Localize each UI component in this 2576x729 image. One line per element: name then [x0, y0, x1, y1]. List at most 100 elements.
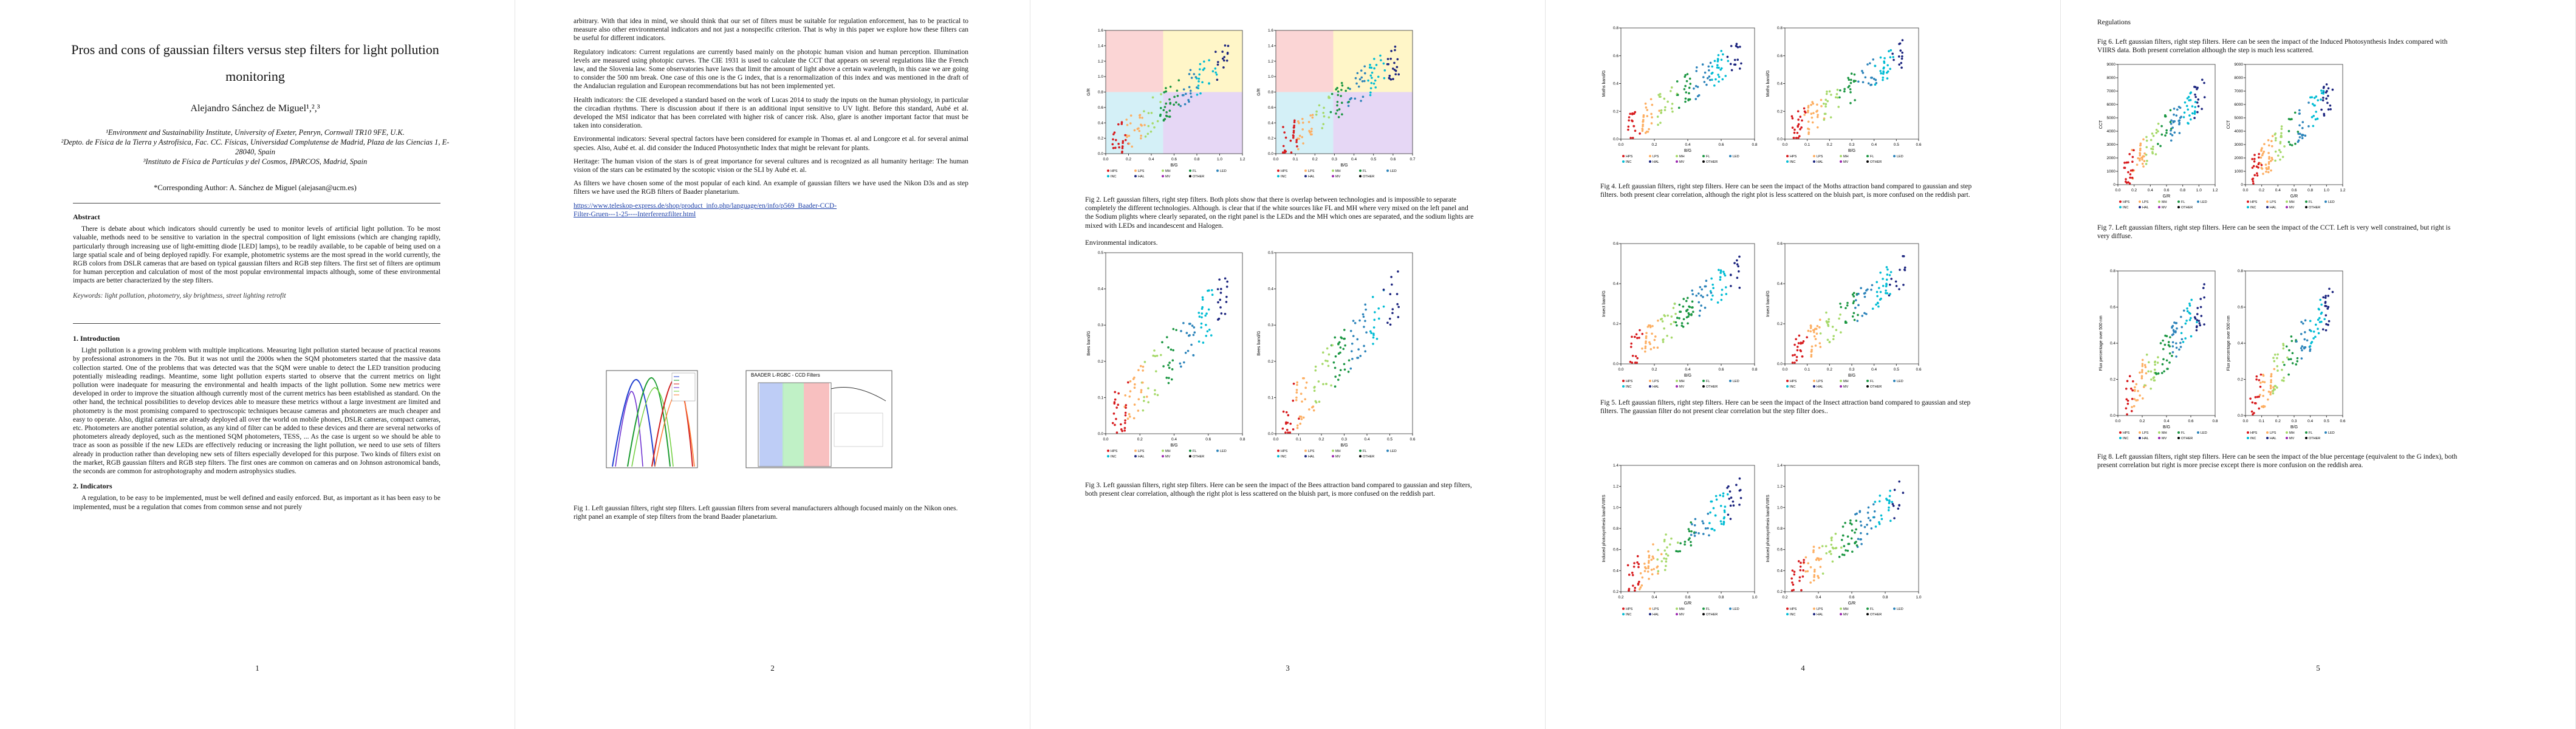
data-point: [2315, 95, 2318, 98]
data-point: [1639, 586, 1642, 589]
data-point: [1175, 101, 1177, 104]
data-point: [1886, 64, 1889, 67]
data-point: [1188, 86, 1191, 89]
x-tick-label: 0.0: [1618, 143, 1623, 147]
data-point: [2262, 173, 2264, 175]
data-point: [1835, 329, 1838, 331]
data-point: [1360, 76, 1363, 79]
data-point: [2276, 365, 2279, 368]
data-point: [2146, 160, 2148, 162]
data-point: [1843, 545, 1846, 547]
data-point: [2165, 131, 2168, 134]
data-point: [1688, 537, 1691, 539]
data-point: [1636, 361, 1639, 364]
data-point: [1310, 133, 1313, 136]
data-point: [2150, 378, 2153, 381]
data-point: [1804, 111, 1807, 114]
x-tick-label: 0.5: [2324, 419, 2329, 423]
data-point: [1115, 431, 1118, 434]
data-point: [1117, 403, 1120, 406]
legend-marker: [1786, 385, 1789, 388]
data-point: [1124, 419, 1126, 422]
data-point: [1184, 103, 1187, 106]
legend-marker: [1189, 175, 1191, 177]
legend-label: MV: [1679, 385, 1685, 389]
data-point: [2134, 389, 2136, 391]
legend-label: MH: [1679, 155, 1685, 159]
data-point: [1682, 326, 1685, 328]
data-point: [1362, 313, 1365, 316]
data-point: [1636, 337, 1639, 340]
data-point: [2153, 379, 2156, 382]
data-point: [2287, 141, 2290, 143]
data-point: [1818, 342, 1821, 344]
data-point: [1347, 87, 1349, 89]
legend-marker: [1840, 155, 1842, 157]
data-point: [1863, 295, 1866, 298]
data-point: [1111, 422, 1114, 425]
data-point: [1899, 269, 1901, 271]
data-point: [1396, 303, 1399, 306]
data-point: [2154, 361, 2156, 363]
legend-marker: [1332, 169, 1334, 172]
y-tick-label: 8000: [2235, 76, 2244, 80]
x-axis-label: B/G: [1340, 163, 1348, 168]
data-point: [1739, 46, 1741, 48]
data-point: [2189, 312, 2191, 315]
legend-label: INC: [1626, 385, 1632, 389]
data-point: [1902, 255, 1904, 258]
legend-marker: [1729, 155, 1732, 157]
data-point: [1903, 269, 1906, 271]
data-point: [2187, 108, 2190, 111]
data-point: [1855, 544, 1858, 547]
data-point: [1888, 506, 1890, 509]
legend-marker: [2177, 431, 2180, 434]
data-point: [2141, 358, 2144, 361]
data-point: [1862, 81, 1865, 84]
data-point: [1200, 322, 1203, 325]
data-point: [2285, 345, 2288, 348]
data-point: [1845, 549, 1847, 552]
legend-label: MV: [1165, 455, 1171, 459]
data-point: [1281, 427, 1284, 430]
data-point: [2265, 170, 2267, 173]
data-point: [2126, 402, 2129, 405]
data-point: [1701, 63, 1704, 66]
data-point: [1858, 510, 1862, 513]
data-point: [2145, 372, 2148, 375]
x-axis-label: B/G: [1848, 149, 1855, 153]
data-point: [1222, 59, 1225, 62]
data-point: [1289, 422, 1292, 425]
data-point: [1825, 552, 1828, 555]
legend-marker: [1162, 450, 1164, 452]
y-tick-label: 0.2: [1777, 322, 1783, 326]
data-point: [1859, 520, 1862, 523]
data-point: [2202, 287, 2205, 289]
legend-label: HPS: [1111, 169, 1118, 173]
data-point: [1714, 78, 1717, 81]
data-point: [1791, 117, 1794, 120]
data-point: [2298, 109, 2301, 112]
data-point: [1354, 77, 1357, 80]
data-point: [2252, 180, 2255, 183]
data-point: [1211, 293, 1214, 296]
x-tick-label: 0.8: [1718, 595, 1724, 600]
data-point: [1736, 276, 1739, 279]
filter-link[interactable]: https://www.teleskop-express.de/shop/pro…: [574, 202, 837, 218]
y-tick-label: 0.8: [1777, 26, 1783, 30]
data-point: [1124, 394, 1127, 397]
legend-label: MH: [1843, 155, 1849, 159]
legend-marker: [1702, 380, 1705, 382]
legend-label: MH: [1335, 169, 1341, 173]
data-point: [2190, 298, 2193, 301]
y-tick-label: 7000: [2235, 89, 2244, 94]
data-point: [1197, 340, 1201, 343]
data-point: [1854, 99, 1856, 101]
data-point: [1193, 326, 1196, 329]
data-point: [1352, 320, 1355, 322]
data-point: [2186, 97, 2189, 100]
data-point: [1899, 49, 1902, 52]
x-tick-label: 0.0: [1782, 368, 1787, 372]
data-point: [2312, 330, 2315, 333]
data-point: [2254, 396, 2257, 399]
